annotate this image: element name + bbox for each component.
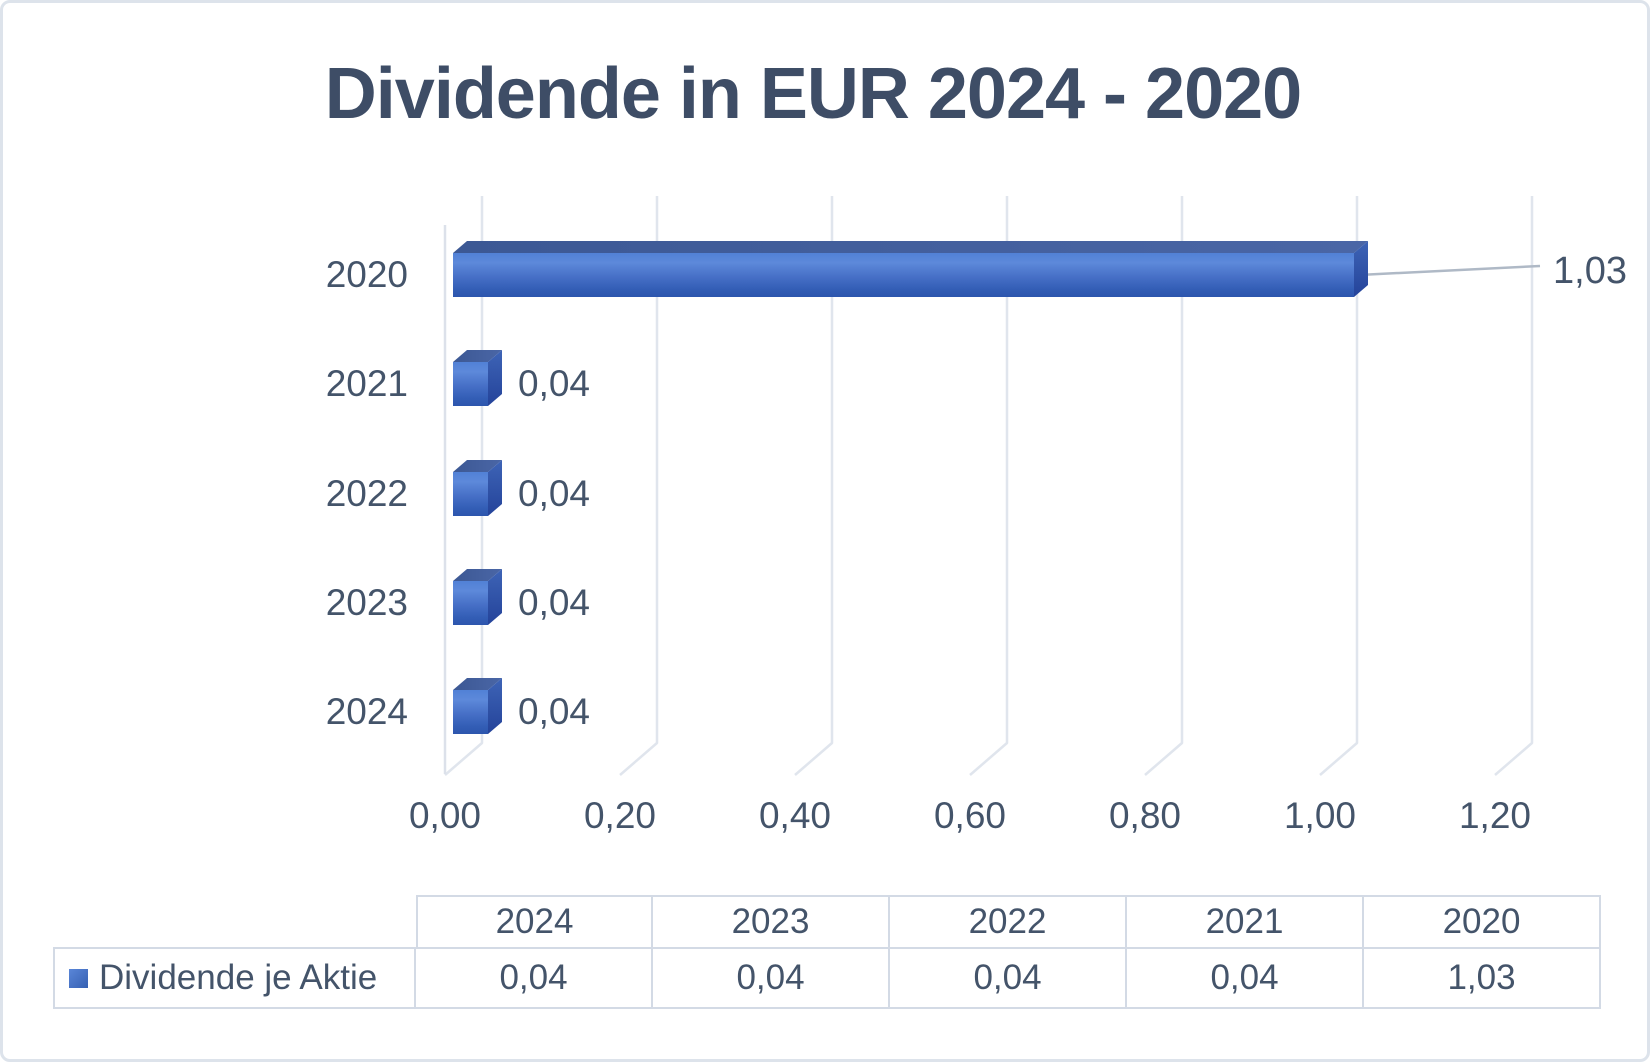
bar-top-face [453, 678, 502, 690]
chart-title: Dividende in EUR 2024 - 2020 [324, 54, 1302, 134]
bar-front-face [453, 362, 488, 406]
bar-side-face [488, 678, 502, 734]
legend-swatch-icon [69, 968, 88, 988]
bar-side-face [1354, 241, 1368, 297]
bar-front-face [453, 581, 488, 625]
gridline [619, 196, 659, 776]
x-tick-label: 1,20 [1458, 795, 1531, 836]
bar-2020 [453, 241, 1368, 297]
table-header-2024: 2024 [416, 895, 653, 947]
bar-top-face [453, 569, 502, 581]
series-label-cell: Dividende je Aktie [53, 947, 416, 1009]
table-header-2020: 2020 [1364, 895, 1601, 947]
chart-data-table: 2024 2023 2022 2021 2020 Dividende je Aktie 0,… [53, 895, 1601, 1009]
labels-layer: 2020 1,03 2021 0,04 2022 0,04 2023 0,04 2024 0,04… [3, 3, 1647, 1059]
table-header-2023: 2023 [653, 895, 890, 947]
x-tick-label: 0,00 [408, 795, 481, 836]
bar-front-face [453, 253, 1354, 297]
table-value-cell: 0,04 [1127, 947, 1364, 1009]
gridline [1319, 196, 1359, 776]
gridline [1494, 196, 1534, 776]
data-label-2024: 0,04 [518, 691, 591, 733]
data-label-2022: 0,04 [518, 472, 591, 514]
bar-top-face [453, 460, 502, 472]
x-tick-label: 0,20 [583, 795, 656, 836]
category-label-2022: 2022 [325, 472, 408, 514]
bar-side-face [488, 460, 502, 516]
bar-side-face [488, 569, 502, 625]
bar-front-face [453, 472, 488, 516]
bar-2024 [453, 678, 502, 734]
bar-2022 [453, 460, 502, 516]
data-label-2021: 0,04 [518, 363, 591, 405]
x-tick-label: 0,40 [758, 795, 831, 836]
bar-2023 [453, 569, 502, 625]
gridline [969, 196, 1009, 776]
category-label-2023: 2023 [325, 581, 408, 623]
bar-2021 [453, 350, 502, 406]
x-tick-label: 0,80 [1108, 795, 1181, 836]
category-label-2024: 2024 [325, 691, 408, 733]
bar-front-face [453, 690, 488, 734]
series-label: Dividende je Aktie [99, 958, 378, 997]
table-value-cell: 1,03 [1364, 947, 1601, 1009]
x-tick-label: 1,00 [1283, 795, 1356, 836]
table-header-2022: 2022 [890, 895, 1127, 947]
category-label-2021: 2021 [325, 363, 408, 405]
category-label-2020: 2020 [325, 254, 408, 295]
gridline [794, 196, 834, 776]
table-value-cell: 0,04 [416, 947, 653, 1009]
table-header-2021: 2021 [1127, 895, 1364, 947]
leader-line [1358, 264, 1541, 277]
data-label-2020: 1,03 [1553, 250, 1627, 292]
bar-top-face [453, 350, 502, 362]
table-value-cell: 0,04 [653, 947, 890, 1009]
gridline [1144, 196, 1184, 776]
x-tick-label: 0,60 [933, 795, 1006, 836]
table-corner-cell [53, 895, 416, 947]
bar-top-face [453, 241, 1368, 253]
bar-side-face [488, 350, 502, 406]
data-label-2023: 0,04 [518, 581, 591, 623]
table-value-cell: 0,04 [890, 947, 1127, 1009]
plot-area [3, 3, 1650, 1059]
